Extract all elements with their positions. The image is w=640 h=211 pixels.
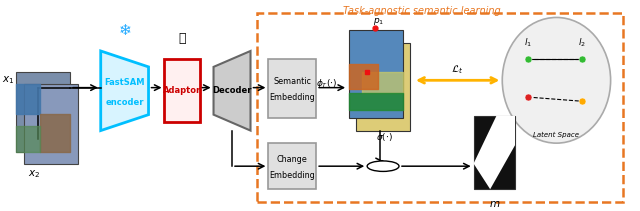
Text: $\sigma(\cdot)$: $\sigma(\cdot)$ — [376, 131, 393, 143]
Text: $\phi_T(\cdot)$: $\phi_T(\cdot)$ — [316, 77, 337, 90]
Text: Adaptor: Adaptor — [163, 86, 201, 95]
Text: Embedding: Embedding — [269, 171, 315, 180]
Text: $l_2$: $l_2$ — [578, 36, 586, 49]
Bar — [356, 43, 410, 131]
Bar — [474, 116, 515, 189]
Text: Task-agnostic semantic learning: Task-agnostic semantic learning — [343, 6, 500, 16]
Bar — [268, 59, 316, 118]
Polygon shape — [474, 116, 515, 189]
Bar — [257, 13, 623, 202]
Ellipse shape — [502, 18, 611, 143]
Text: Latent Space: Latent Space — [534, 132, 579, 138]
Bar — [24, 84, 78, 164]
Text: Embedding: Embedding — [269, 93, 315, 102]
Text: $p_2$: $p_2$ — [356, 75, 366, 86]
Text: $\mathcal{L}_t$: $\mathcal{L}_t$ — [451, 64, 464, 76]
Circle shape — [367, 161, 399, 171]
Text: $l_1$: $l_1$ — [524, 36, 532, 49]
Text: Change: Change — [277, 155, 308, 164]
Text: Decoder: Decoder — [212, 86, 252, 95]
Text: $x_1$: $x_1$ — [2, 74, 15, 86]
Text: $x_2$: $x_2$ — [28, 169, 40, 180]
Polygon shape — [214, 51, 250, 131]
Text: Semantic: Semantic — [273, 77, 311, 86]
Text: encoder: encoder — [106, 98, 144, 107]
Text: 🔥: 🔥 — [178, 32, 186, 45]
Text: ❄: ❄ — [118, 23, 131, 38]
Bar — [16, 72, 70, 151]
Bar — [164, 59, 200, 122]
Text: $\times$: $\times$ — [379, 161, 387, 171]
Polygon shape — [100, 51, 148, 131]
Bar — [268, 143, 316, 189]
Text: $m$: $m$ — [488, 199, 500, 209]
Text: $p_1$: $p_1$ — [374, 16, 385, 27]
Bar — [349, 30, 403, 118]
Text: FastSAM: FastSAM — [104, 78, 145, 87]
